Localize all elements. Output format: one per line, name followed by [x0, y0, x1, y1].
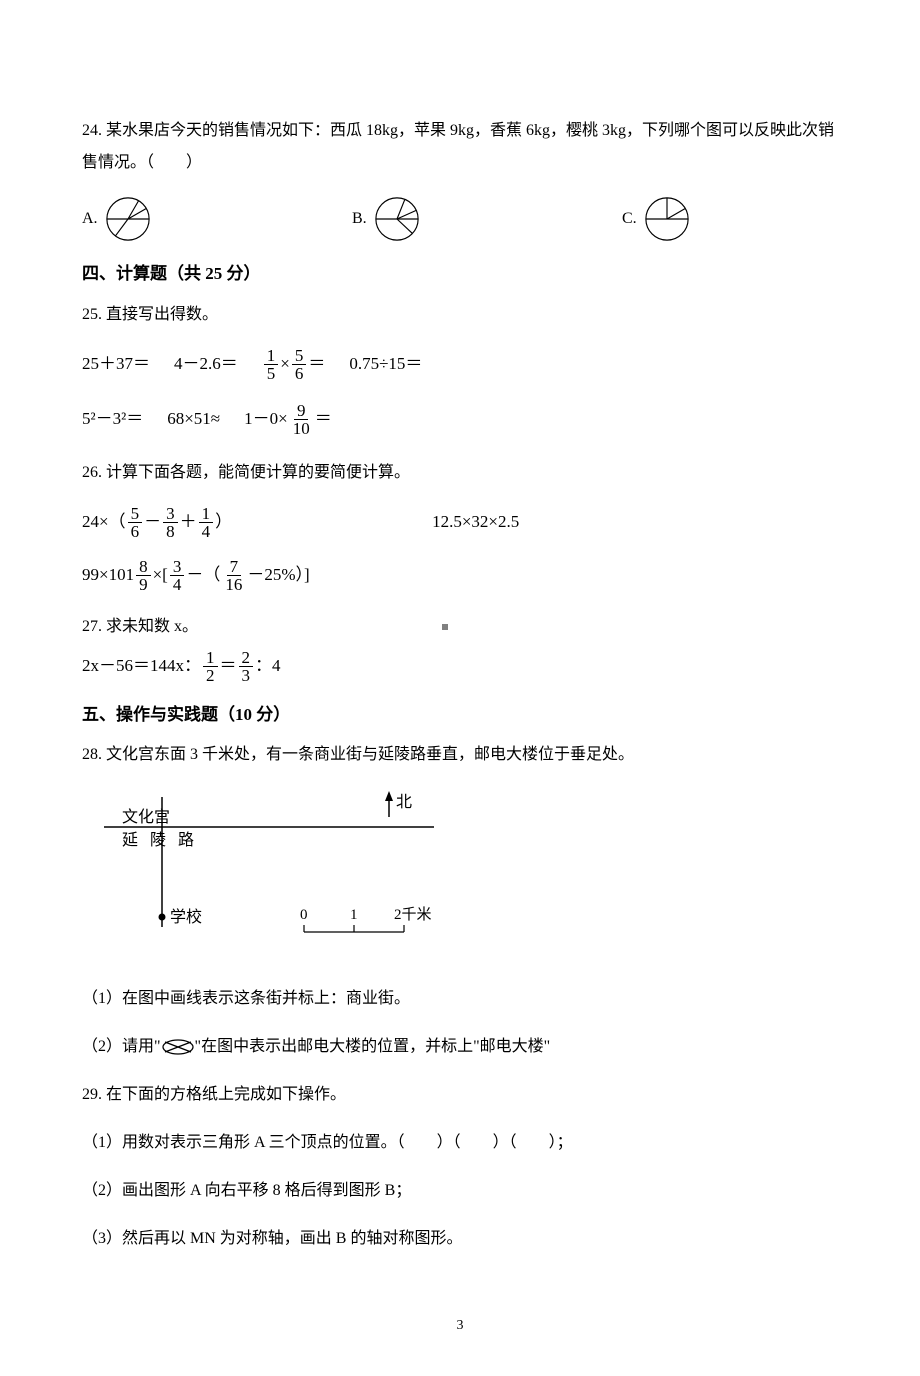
frac-den: 4: [170, 576, 185, 593]
q26-stem: 26. 计算下面各题，能简便计算的要简便计算。: [82, 457, 838, 489]
eq: ＝: [308, 351, 325, 377]
q28-sub2-pre: （2）请用": [82, 1038, 161, 1055]
q27-number: 27.: [82, 618, 102, 635]
frac-num: 7: [227, 558, 242, 576]
pre: x：: [176, 653, 202, 679]
frac-num: 2: [239, 649, 254, 667]
q25-r1-i1: 25＋37＝: [82, 351, 150, 377]
frac-num: 1: [264, 347, 279, 365]
pre: 99×101: [82, 562, 134, 588]
q25-row2: 5²－3²＝ 68×51≈ 1－0× 910 ＝: [82, 402, 838, 437]
frac-den: 6: [128, 523, 143, 540]
op: ×[: [153, 562, 168, 588]
q25-r1-i2: 4－2.6＝: [174, 351, 238, 377]
q25-r2-i2: 68×51≈: [167, 406, 220, 432]
q26-line1: 24×（ 56 － 38 ＋ 14 ） 12.5×32×2.5: [82, 505, 838, 540]
frac-den: 16: [222, 576, 245, 593]
wenhuagong-label: 文化宫: [122, 808, 170, 826]
q24-option-b[interactable]: B.: [352, 195, 622, 243]
q24-option-c[interactable]: C.: [622, 195, 691, 243]
post: －25%）]: [247, 562, 309, 588]
q24-option-a[interactable]: A.: [82, 195, 352, 243]
frac-num: 1: [203, 649, 218, 667]
q26-line2: 99×101 89 ×[ 34 －（ 716 －25%）]: [82, 558, 838, 593]
frac-num: 3: [170, 558, 185, 576]
eq: ＝: [315, 406, 332, 432]
frac-den: 3: [239, 667, 254, 684]
bowtie-marker-icon: [161, 1038, 195, 1055]
q25-text: 直接写出得数。: [106, 306, 218, 323]
scale-2: 2千米: [394, 906, 432, 923]
q26-text: 计算下面各题，能简便计算的要简便计算。: [106, 464, 410, 481]
q24-option-c-label: C.: [622, 207, 637, 231]
op: ×: [280, 351, 290, 377]
pie-chart-c-icon: [643, 195, 691, 243]
q29-text: 在下面的方格纸上完成如下操作。: [106, 1086, 346, 1103]
q28-sub2-post: "在图中表示出邮电大楼的位置，并标上"邮电大楼": [195, 1038, 551, 1055]
post: ）: [215, 509, 232, 535]
q29-stem: 29. 在下面的方格纸上完成如下操作。: [82, 1079, 838, 1111]
page-number: 3: [82, 1315, 838, 1336]
q28-text: 文化宫东面 3 千米处，有一条商业街与延陵路垂直，邮电大楼位于垂足处。: [106, 746, 634, 763]
q24-number: 24.: [82, 122, 102, 139]
frac-num: 5: [128, 505, 143, 523]
q28-sub1: （1）在图中画线表示这条街并标上：商业街。: [82, 983, 838, 1015]
q29-number: 29.: [82, 1086, 102, 1103]
frac-num: 3: [163, 505, 178, 523]
q24-option-a-label: A.: [82, 207, 98, 231]
post: ：4: [255, 653, 281, 679]
yanling-road-label: 延 陵 路: [122, 831, 198, 849]
frac-den: 5: [264, 365, 279, 382]
q26-line1-b: 12.5×32×2.5: [432, 509, 519, 535]
q24-stem: 24. 某水果店今天的销售情况如下：西瓜 18kg，苹果 9kg，香蕉 6kg，…: [82, 115, 838, 179]
frac-den: 6: [292, 365, 307, 382]
pre: 1－0×: [244, 406, 288, 432]
section-4-title: 四、计算题（共 25 分）: [82, 261, 838, 287]
north-label: 北: [396, 793, 412, 811]
frac-den: 9: [136, 576, 151, 593]
op: ＝: [220, 653, 237, 679]
q28-sub2: （2）请用" "在图中表示出邮电大楼的位置，并标上"邮电大楼": [82, 1031, 838, 1063]
q25-r1-i3: 15 × 56 ＝: [262, 347, 326, 382]
q27-text: 求未知数 x。: [106, 618, 198, 635]
q27-eq-a: 2x－56＝144: [82, 653, 176, 679]
q28-map: 北 文化宫 延 陵 路 学校 0 1 2千米: [94, 787, 838, 965]
frac-den: 2: [203, 667, 218, 684]
pie-chart-a-icon: [104, 195, 152, 243]
q26-number: 26.: [82, 464, 102, 481]
q28-number: 28.: [82, 746, 102, 763]
frac-den: 8: [163, 523, 178, 540]
q27-stem: 27. 求未知数 x。: [82, 611, 838, 643]
pre: 24×（: [82, 509, 126, 535]
op: －: [144, 509, 161, 535]
op: －（: [186, 562, 220, 588]
q28-stem: 28. 文化宫东面 3 千米处，有一条商业街与延陵路垂直，邮电大楼位于垂足处。: [82, 739, 838, 771]
q25-stem: 25. 直接写出得数。: [82, 299, 838, 331]
q24-options: A. B. C.: [82, 195, 838, 243]
school-label: 学校: [170, 908, 202, 926]
q24-option-b-label: B.: [352, 207, 367, 231]
op: ＋: [180, 509, 197, 535]
q25-number: 25.: [82, 306, 102, 323]
frac-den: 4: [199, 523, 214, 540]
frac-den: 10: [290, 420, 313, 437]
frac-num: 9: [294, 402, 309, 420]
q27-eq: 2x－56＝144 x： 12 ＝ 23 ：4: [82, 649, 838, 684]
q25-r2-i1: 5²－3²＝: [82, 406, 143, 432]
frac-num: 5: [292, 347, 307, 365]
q29-sub2: （2）画出图形 A 向右平移 8 格后得到图形 B；: [82, 1175, 838, 1207]
frac-num: 1: [199, 505, 214, 523]
q29-sub1: （1）用数对表示三角形 A 三个顶点的位置。（ ）（ ）（ ）；: [82, 1127, 838, 1159]
q25-r1-i4: 0.75÷15＝: [349, 351, 422, 377]
scale-1: 1: [350, 907, 358, 923]
pie-chart-b-icon: [373, 195, 421, 243]
q24-text: 某水果店今天的销售情况如下：西瓜 18kg，苹果 9kg，香蕉 6kg，樱桃 3…: [82, 122, 834, 171]
q25-row1: 25＋37＝ 4－2.6＝ 15 × 56 ＝ 0.75÷15＝: [82, 347, 838, 382]
frac-num: 8: [136, 558, 151, 576]
q25-r2-i3: 1－0× 910 ＝: [244, 402, 332, 437]
marker-icon: [442, 624, 448, 630]
section-5-title: 五、操作与实践题（10 分）: [82, 702, 838, 728]
q29-sub3: （3）然后再以 MN 为对称轴，画出 B 的轴对称图形。: [82, 1223, 838, 1255]
scale-0: 0: [300, 907, 308, 923]
